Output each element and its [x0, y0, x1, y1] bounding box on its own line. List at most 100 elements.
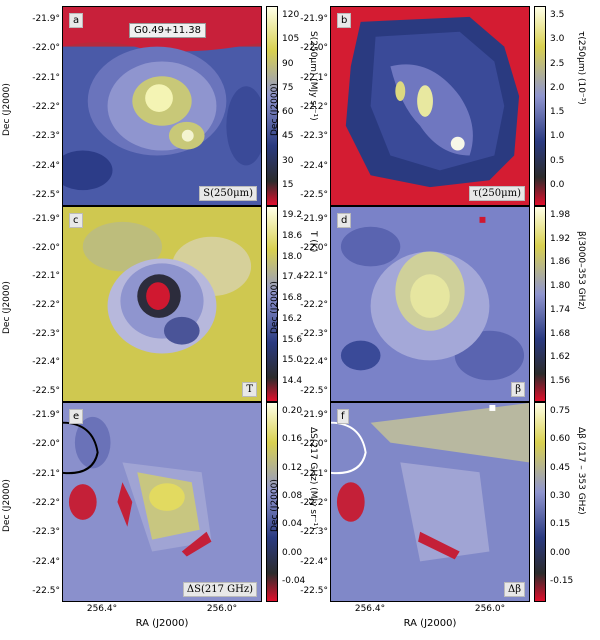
y-tick-label: -22.2°	[300, 102, 328, 112]
panel-quantity-c: T	[242, 382, 257, 397]
colorbar-tick-label: 0.20	[282, 406, 303, 416]
colorbar-tick-label: 15.0	[282, 355, 303, 366]
y-tick-label: -21.9°	[32, 214, 60, 224]
panel-e: e ΔS(217 GHz)	[62, 402, 262, 602]
colorbar-tick-label: 1.86	[550, 257, 571, 268]
colorbar-tick-label: 120	[282, 10, 300, 20]
panel-quantity-a: S(250μm)	[199, 186, 257, 201]
x-tick-label: 256.4°	[86, 604, 118, 614]
colorbar-tick-label: -0.04	[282, 576, 306, 586]
y-tick-label: -22.0°	[32, 242, 60, 253]
colorbar-tick-label: 0.0	[550, 180, 565, 190]
y-axis-label: Dec (J2000)	[270, 479, 280, 532]
colorbar-f	[534, 402, 546, 602]
x-tick-label: 256.0°	[474, 604, 506, 614]
colorbar-tick-label: 1.62	[550, 352, 571, 363]
colorbar-tick-label: 0.45	[550, 462, 571, 473]
y-tick-label: -21.9°	[32, 14, 60, 24]
colorbar-tick-label: 0.15	[550, 519, 571, 530]
colorbar-tick-label: 1.0	[550, 131, 565, 142]
colorbar-tick-label: 2.0	[550, 82, 565, 93]
colorbar-tick-label: 1.5	[550, 107, 565, 118]
colorbar-tick-label: 75	[282, 82, 294, 93]
colorbar-c	[266, 206, 278, 402]
colorbar-tick-label: 0.12	[282, 462, 303, 473]
colorbar-label: Δβ (217 – 353 GHz)	[576, 427, 586, 515]
colorbar-tick-label: 1.80	[550, 281, 571, 292]
panel-quantity-e: ΔS(217 GHz)	[182, 582, 257, 597]
y-tick-label: -22.3°	[32, 131, 60, 142]
colorbar-tick-label: 15.6	[282, 334, 303, 345]
colorbar-label: β(3000–353 GHz)	[576, 231, 586, 310]
y-axis-label: Dec (J2000)	[270, 83, 280, 136]
panel-letter-b: b	[337, 13, 352, 28]
y-tick-label: -22.5°	[300, 190, 328, 200]
heatmap-d	[331, 207, 529, 401]
y-tick-label: -22.4°	[32, 357, 60, 368]
colorbar-tick-label: 0.30	[550, 491, 571, 501]
colorbar-tick-label: -0.15	[550, 576, 574, 586]
panel-quantity-f: Δβ	[503, 582, 525, 597]
colorbar-tick-label: 1.98	[550, 210, 571, 220]
y-tick-label: -22.1°	[32, 72, 60, 83]
y-tick-label: -22.0°	[32, 439, 60, 450]
y-tick-label: -22.0°	[300, 439, 328, 450]
colorbar-tick-label: 60	[282, 107, 294, 118]
heatmap-c	[63, 207, 261, 401]
colorbar-tick-label: 0.04	[282, 519, 303, 530]
y-tick-label: -22.3°	[300, 131, 328, 142]
y-tick-label: -22.0°	[300, 242, 328, 253]
y-tick-label: -22.2°	[32, 498, 60, 508]
panel-a: a G0.49+11.38 S(250μm)	[62, 6, 262, 206]
y-tick-label: -22.5°	[300, 586, 328, 596]
y-tick-label: -22.2°	[32, 102, 60, 112]
y-tick-label: -22.4°	[300, 160, 328, 171]
heatmap-a	[63, 7, 261, 205]
colorbar-tick-label: 0.75	[550, 406, 571, 416]
colorbar-tick-label: 14.4	[282, 376, 303, 386]
colorbar-tick-label: 0.5	[550, 155, 565, 166]
colorbar-tick-label: 0.00	[282, 547, 303, 558]
y-tick-label: -21.9°	[300, 214, 328, 224]
colorbar-b	[534, 6, 546, 206]
panel-letter-a: a	[69, 13, 84, 28]
colorbar-tick-label: 1.68	[550, 328, 571, 339]
colorbar-tick-label: 0.08	[282, 491, 303, 501]
y-tick-label: -22.5°	[32, 386, 60, 396]
panel-letter-e: e	[69, 409, 84, 424]
x-tick-label: 256.4°	[354, 604, 386, 614]
colorbar-tick-label: 30	[282, 155, 294, 166]
y-tick-label: -22.2°	[300, 300, 328, 310]
colorbar-tick-label: 18.6	[282, 230, 303, 241]
panel-quantity-d: β	[511, 382, 525, 397]
colorbar-tick-label: 105	[282, 34, 300, 45]
y-tick-label: -22.5°	[300, 386, 328, 396]
y-tick-label: -22.0°	[300, 43, 328, 54]
colorbar-tick-label: 19.2	[282, 210, 303, 220]
heatmap-f	[331, 403, 529, 601]
y-tick-label: -21.9°	[300, 14, 328, 24]
y-tick-label: -22.1°	[300, 468, 328, 479]
colorbar-tick-label: 3.5	[550, 10, 565, 20]
colorbar-tick-label: 16.2	[282, 313, 303, 324]
panel-d: d β	[330, 206, 530, 402]
y-tick-label: -22.1°	[32, 271, 60, 282]
colorbar-e	[266, 402, 278, 602]
colorbar-tick-label: 45	[282, 131, 294, 142]
colorbar-d	[534, 206, 546, 402]
y-tick-label: -22.0°	[32, 43, 60, 54]
y-axis-label: Dec (J2000)	[2, 479, 12, 532]
y-tick-label: -21.9°	[300, 410, 328, 420]
heatmap-b	[331, 7, 529, 205]
colorbar-a	[266, 6, 278, 206]
y-tick-label: -22.1°	[32, 468, 60, 479]
y-tick-label: -22.3°	[32, 328, 60, 339]
colorbar-label: τ(250μm) (10⁻³)	[576, 31, 586, 105]
colorbar-tick-label: 3.0	[550, 34, 565, 45]
panel-f: f Δβ	[330, 402, 530, 602]
x-tick-label: 256.0°	[206, 604, 238, 614]
y-tick-label: -22.4°	[32, 160, 60, 171]
x-axis-label-left: RA (J2000)	[135, 618, 189, 629]
heatmap-e	[63, 403, 261, 601]
colorbar-tick-label: 16.8	[282, 293, 303, 303]
